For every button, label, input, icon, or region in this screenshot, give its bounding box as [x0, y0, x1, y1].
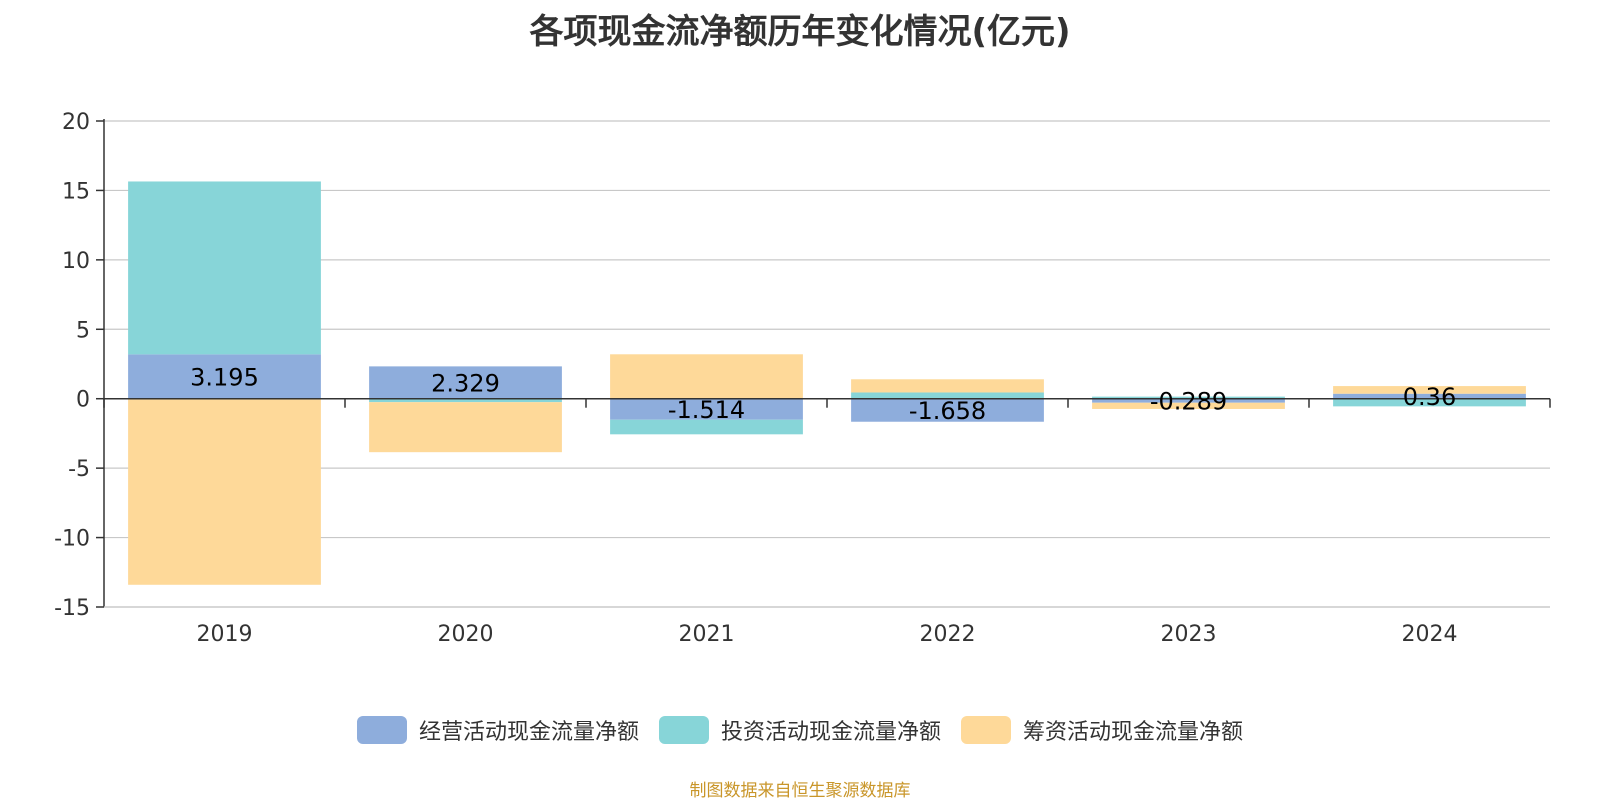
legend-swatch [356, 716, 407, 744]
data-label: 3.195 [190, 364, 259, 392]
y-tick-label: 0 [76, 388, 90, 413]
bar-segment [369, 366, 562, 399]
x-tick-label: 2023 [1161, 622, 1217, 647]
data-label: -1.658 [909, 397, 986, 425]
bar-segment [369, 402, 562, 453]
bar-segment [610, 354, 803, 399]
y-tick-label: 15 [62, 179, 90, 204]
bar-segment [128, 181, 321, 355]
bar-segment [851, 379, 1044, 393]
y-tick-label: 10 [62, 249, 90, 274]
data-label: -0.289 [1150, 388, 1227, 416]
bar-segment [128, 354, 321, 399]
legend-label: 经营活动现金流量净额 [418, 720, 639, 745]
chart-title: 各项现金流净额历年变化情况(亿元) [529, 12, 1071, 52]
bar-segment [851, 392, 1044, 399]
y-tick-label: -10 [54, 527, 90, 552]
x-tick-label: 2022 [920, 622, 976, 647]
x-tick-label: 2019 [197, 622, 253, 647]
bar-segment [1092, 396, 1285, 399]
bar-segment [610, 398, 803, 420]
y-tick-label: -5 [68, 457, 90, 482]
legend-item[interactable]: 经营活动现金流量净额 [356, 714, 639, 746]
bar-segment [851, 398, 1044, 422]
legend-item[interactable]: 筹资活动现金流量净额 [961, 714, 1243, 746]
legend-item[interactable]: 投资活动现金流量净额 [658, 714, 941, 746]
bar-segment [1092, 402, 1285, 409]
x-tick-label: 2020 [438, 622, 494, 647]
x-tick-label: 2021 [679, 622, 735, 647]
y-tick-label: -15 [54, 596, 90, 621]
bar-segment [610, 419, 803, 435]
legend-label: 筹资活动现金流量净额 [1023, 720, 1244, 745]
x-tick-label: 2024 [1402, 622, 1458, 647]
bar-segment [369, 398, 562, 403]
bar-segment [1333, 386, 1526, 394]
legend-label: 投资活动现金流量净额 [720, 720, 941, 745]
data-label: 0.36 [1403, 383, 1456, 411]
bar-segment [1333, 398, 1526, 407]
chart-legend: 经营活动现金流量净额 投资活动现金流量净额 筹资活动现金流量净额 [0, 714, 1600, 746]
y-tick-label: 20 [62, 110, 90, 135]
data-source-note: 制图数据来自恒生聚源数据库 [689, 781, 911, 801]
stacked-bar-chart: 20 15 10 5 0 -5 -10 -15 2019 2020 2021 2022 2023 2024… [54, 110, 1551, 647]
bar-segment [1333, 393, 1526, 399]
data-label: 2.329 [431, 370, 500, 398]
legend-swatch [658, 716, 709, 744]
bar-segment [1092, 398, 1285, 403]
legend-swatch [961, 716, 1011, 744]
data-label: -1.514 [668, 396, 745, 424]
y-tick-label: 5 [76, 318, 90, 343]
bar-segment [128, 398, 321, 585]
